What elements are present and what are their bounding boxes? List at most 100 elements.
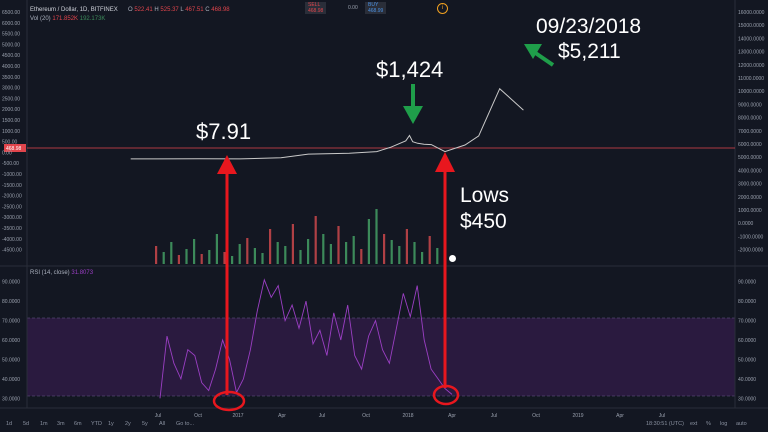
low-label: L [180, 7, 184, 13]
price-line [130, 87, 524, 160]
auto-toggle[interactable]: auto [736, 421, 747, 427]
log-toggle[interactable]: log [720, 421, 728, 427]
volume-value-1: 171.852K [52, 16, 79, 22]
volume-value-2: 192.173K [79, 16, 106, 22]
volume-bar [208, 250, 211, 264]
volume-bar [322, 234, 325, 264]
right-axis-tick: 7000.0000 [738, 129, 762, 135]
volume-bar [299, 250, 302, 264]
volume-bar [276, 242, 279, 264]
left-axis-tick: 3500.00 [2, 75, 20, 81]
rsi-label: RSI (14, close) [30, 270, 70, 276]
percent-toggle[interactable]: % [706, 421, 711, 427]
volume-bar [398, 246, 401, 264]
volume-bar [367, 219, 370, 264]
time-axis-tick: Jul [155, 413, 161, 419]
range-button[interactable]: 5d [23, 421, 30, 427]
left-axis-tick: -1500.00 [2, 183, 22, 189]
time-axis-tick: 2017 [232, 413, 243, 419]
right-axis-tick: 15000.0000 [738, 23, 765, 29]
left-axis-tick: -3500.00 [2, 226, 22, 232]
annotation-target-price: $5,211 [558, 40, 621, 63]
volume-bar [284, 246, 287, 264]
left-axis-tick: 2000.00 [2, 107, 20, 113]
volume-bar [421, 252, 424, 264]
left-axis-tick: -2000.00 [2, 194, 22, 200]
range-button[interactable]: YTD [91, 421, 102, 427]
range-button[interactable]: All [159, 421, 166, 427]
volume-bar [193, 239, 196, 264]
rsi-left-tick: 80.0000 [2, 299, 20, 305]
time-axis-tick: Jul [659, 413, 665, 419]
volume-bar [155, 246, 158, 264]
range-button[interactable]: 2y [125, 421, 131, 427]
annotation-lows-word: Lows [460, 184, 510, 207]
annotation-peak-price: $1,424 [376, 57, 444, 82]
buy-label: BUY [368, 2, 379, 8]
rsi-readout: RSI (14, close) 31.8073 [30, 270, 93, 276]
range-button[interactable]: 6m [74, 421, 82, 427]
range-button[interactable]: Go to... [176, 421, 195, 427]
high-value: 525.37 [160, 7, 179, 13]
volume-readout: Vol (20) 171.852K 192.173K [30, 16, 105, 22]
right-axis-tick: 3000.0000 [738, 182, 762, 188]
volume-bar [231, 256, 234, 264]
time-axis-tick: Oct [194, 413, 202, 419]
volume-bar [436, 248, 439, 264]
buy-button[interactable]: BUY 468.99 [365, 2, 387, 14]
time-axis-tick: Jul [319, 413, 325, 419]
left-axis-tick: 0.00 [2, 150, 12, 156]
time-axis-tick: Oct [532, 413, 540, 419]
rsi-right-tick: 70.0000 [738, 319, 756, 325]
low-value: 467.51 [185, 7, 204, 13]
volume-bar [405, 229, 408, 264]
volume-bar [253, 248, 256, 264]
time-axis-tick: Jul [491, 413, 497, 419]
right-axis-tick: 11000.0000 [738, 76, 764, 82]
rsi-right-tick: 50.0000 [738, 357, 756, 363]
ext-toggle[interactable]: ext [690, 421, 698, 427]
volume-bar [269, 229, 272, 264]
volume-bar [223, 252, 226, 264]
ohlc-readout: O 522.41 H 525.37 L 467.51 C 468.98 [128, 7, 230, 13]
sell-label: SELL [308, 2, 321, 8]
time-axis-tick: Oct [362, 413, 370, 419]
close-label: C [205, 7, 210, 13]
sell-button[interactable]: SELL 468.98 [305, 2, 327, 14]
right-axis-tick: 16000.0000 [738, 10, 765, 16]
left-axis-tick: 4500.00 [2, 53, 20, 59]
volume-bar [329, 244, 332, 264]
range-button[interactable]: 5y [142, 421, 148, 427]
left-axis-tick: -4500.00 [2, 248, 22, 254]
left-axis-tick: 500.00 [2, 140, 18, 146]
right-axis-tick: 14000.0000 [738, 36, 765, 42]
left-axis-tick: 6500.00 [2, 10, 20, 16]
time-axis-tick: 2019 [572, 413, 583, 419]
time-axis-tick: 2018 [402, 413, 413, 419]
right-axis-tick: 6000.0000 [738, 142, 762, 148]
info-icon[interactable]: i [437, 3, 448, 14]
open-label: O [128, 7, 133, 13]
rsi-left-tick: 90.0000 [2, 280, 20, 286]
left-axis-tick: 2500.00 [2, 96, 20, 102]
left-axis-tick: 4000.00 [2, 64, 20, 70]
bottom-toolbar: 1d 5d 1m 3m 6m YTD 1y 2y 5y All Go to... [0, 419, 768, 432]
left-axis-tick: -4000.00 [2, 237, 22, 243]
left-axis-tick: 5500.00 [2, 32, 20, 38]
annotation-start-price: $7.91 [196, 119, 252, 144]
scroll-indicator-icon[interactable] [449, 255, 456, 262]
range-button[interactable]: 1d [6, 421, 13, 427]
time-axis-tick: Apr [616, 413, 624, 419]
right-axis-tick: 1000.0000 [738, 208, 762, 214]
annotation-lows-price: $450 [460, 210, 507, 233]
right-axis-tick: 4000.0000 [738, 168, 762, 174]
range-button[interactable]: 3m [57, 421, 65, 427]
rsi-left-tick: 30.0000 [2, 396, 20, 402]
range-button[interactable]: 1m [40, 421, 48, 427]
red-arrow-left [217, 155, 237, 395]
volume-bar [185, 249, 188, 264]
right-axis-tick: 9000.0000 [738, 102, 762, 108]
right-axis-tick: 8000.0000 [738, 116, 762, 122]
range-button[interactable]: 1y [108, 421, 114, 427]
